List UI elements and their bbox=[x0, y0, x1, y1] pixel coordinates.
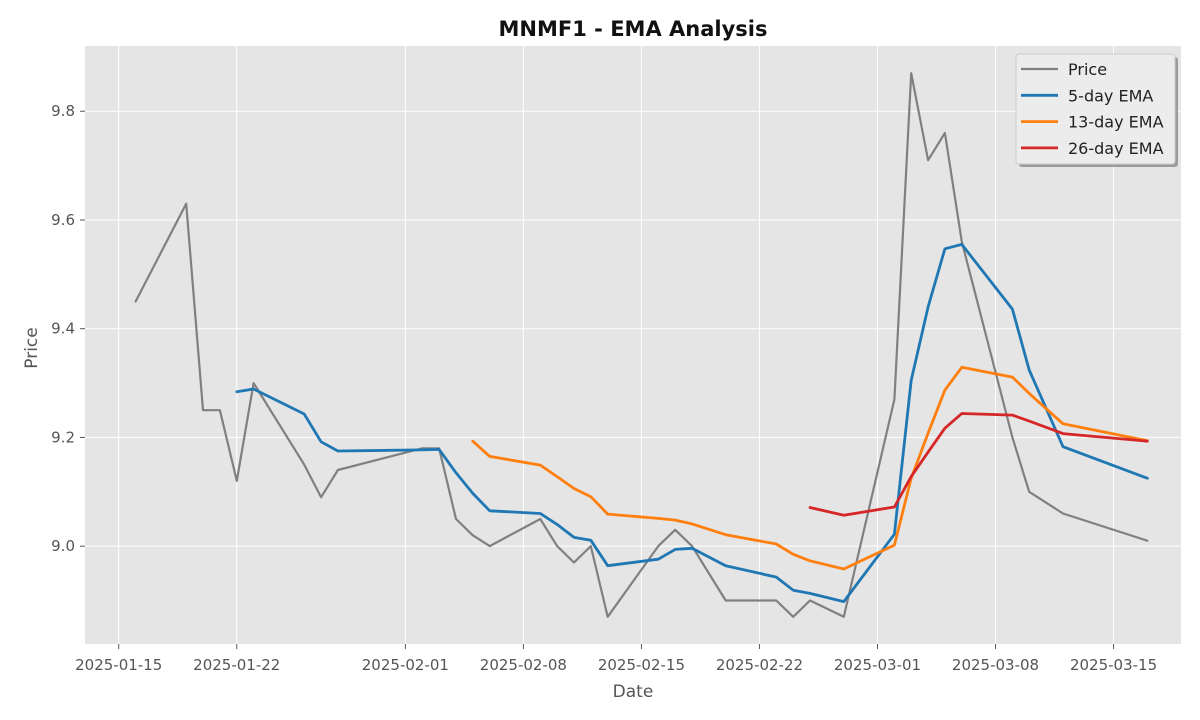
x-tick-label: 2025-02-08 bbox=[480, 656, 567, 674]
legend-label-3: 26-day EMA bbox=[1068, 139, 1164, 158]
series-line-1 bbox=[235, 242, 1149, 603]
plot-background bbox=[85, 46, 1181, 644]
series-line-2 bbox=[471, 365, 1149, 571]
y-axis-label: Price bbox=[22, 327, 42, 368]
legend-items: Price 5-day EMA 13-day EMA 26-day EMA bbox=[1021, 60, 1164, 158]
series-lines bbox=[134, 72, 1149, 618]
series-line-3 bbox=[808, 412, 1149, 517]
y-tick-label: 9.0 bbox=[51, 537, 75, 555]
chart-title: MNMF1 - EMA Analysis bbox=[499, 17, 768, 41]
x-axis-label: Date bbox=[613, 682, 654, 702]
legend-box bbox=[1015, 53, 1176, 165]
x-tick-label: 2025-01-22 bbox=[193, 656, 280, 674]
legend-label-1: 5-day EMA bbox=[1068, 86, 1153, 105]
x-tick-label: 2025-01-15 bbox=[75, 656, 162, 674]
y-tick-label: 9.8 bbox=[51, 102, 75, 120]
axis-ticks: 2025-01-15 2025-01-22 2025-02-01 2025-02-08… bbox=[51, 102, 1157, 674]
x-tick-label: 2025-02-15 bbox=[598, 656, 685, 674]
x-tick-label: 2025-02-22 bbox=[716, 656, 803, 674]
x-tick-label: 2025-03-15 bbox=[1070, 656, 1157, 674]
x-tick-label: 2025-03-08 bbox=[952, 656, 1039, 674]
series-line-0 bbox=[134, 72, 1149, 618]
y-tick-label: 9.6 bbox=[51, 211, 75, 229]
x-tick-label: 2025-03-01 bbox=[834, 656, 921, 674]
legend: Price 5-day EMA 13-day EMA 26-day EMA bbox=[1015, 53, 1178, 167]
x-tick-label: 2025-02-01 bbox=[362, 656, 449, 674]
legend-label-2: 13-day EMA bbox=[1068, 113, 1164, 132]
y-tick-label: 9.4 bbox=[51, 320, 75, 338]
y-tick-label: 9.2 bbox=[51, 428, 75, 446]
legend-label-0: Price bbox=[1068, 60, 1107, 79]
